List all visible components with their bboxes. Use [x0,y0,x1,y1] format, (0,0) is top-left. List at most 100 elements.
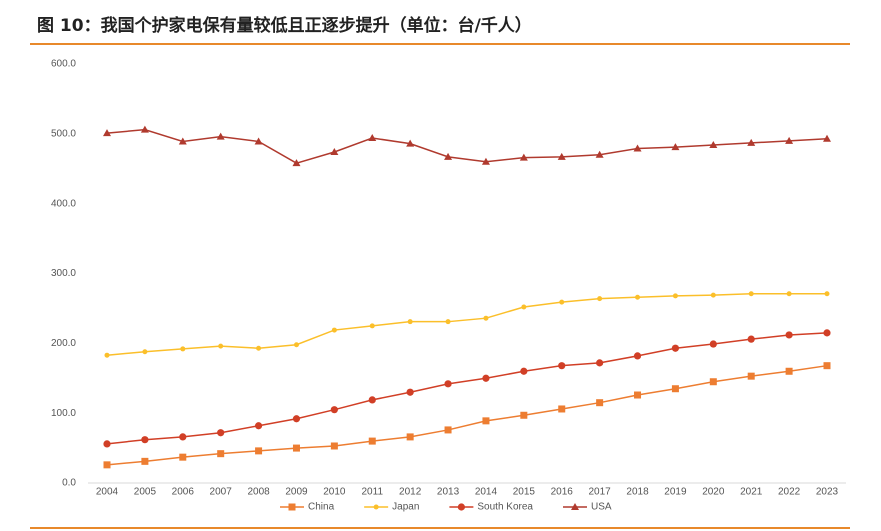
marker [216,132,225,140]
marker [256,345,262,351]
marker [520,411,528,419]
marker [179,453,187,461]
marker [218,343,224,349]
marker [217,429,225,437]
marker [368,437,376,445]
marker [709,141,718,149]
marker [596,399,604,407]
marker [557,152,566,160]
marker [823,362,831,370]
marker [292,159,301,167]
marker [457,503,465,511]
x-tick-label: 2014 [475,487,498,498]
marker [292,415,301,423]
marker [785,136,794,144]
x-tick-label: 2012 [399,487,422,498]
marker [559,299,565,305]
marker [558,362,566,370]
marker [785,331,793,339]
marker [407,319,413,325]
marker [710,292,716,298]
marker [330,406,338,414]
marker [406,388,414,396]
marker [521,304,527,310]
x-tick-label: 2007 [210,487,233,498]
marker [709,340,717,348]
marker [373,504,379,510]
y-tick-label: 0.0 [62,478,76,489]
x-tick-label: 2011 [362,487,384,498]
marker [785,367,793,375]
y-tick-label: 400.0 [51,198,76,209]
legend-label: China [308,502,335,513]
marker [747,335,755,343]
series-line [106,128,828,164]
series-line [106,364,828,466]
x-tick-label: 2008 [247,487,270,498]
marker [709,378,717,386]
marker [103,129,111,137]
marker [635,294,641,300]
marker [331,327,337,333]
x-tick-label: 2018 [626,487,649,498]
marker [292,444,300,452]
x-tick-label: 2006 [172,487,195,498]
y-tick-label: 600.0 [51,59,76,70]
marker [482,374,490,382]
marker [368,396,376,404]
legend-label: Japan [392,502,419,513]
marker [671,143,680,151]
marker [369,323,375,329]
marker [671,385,679,393]
marker [140,125,149,133]
y-tick-label: 300.0 [51,268,76,279]
legend-label: USA [591,502,612,513]
marker [255,447,263,455]
marker [406,433,414,441]
marker [141,436,149,444]
marker [254,422,263,430]
marker [824,291,830,297]
marker [180,346,186,352]
x-tick-label: 2005 [134,487,157,498]
marker [520,367,528,375]
marker [634,391,642,399]
marker [519,153,528,161]
y-tick-label: 200.0 [51,338,76,349]
marker [597,296,603,302]
marker [596,359,604,367]
x-tick-label: 2016 [551,487,574,498]
marker [103,461,111,469]
x-tick-label: 2004 [96,487,119,498]
x-tick-label: 2020 [702,487,725,498]
marker [288,503,296,511]
series-line [106,332,828,445]
x-tick-label: 2015 [513,487,536,498]
marker [330,442,338,450]
marker [142,349,148,355]
marker [633,352,642,360]
x-tick-label: 2023 [816,487,839,498]
marker [595,150,604,158]
marker [254,137,263,145]
marker [104,352,110,358]
marker [823,329,831,337]
marker [786,291,792,297]
x-tick-label: 2010 [323,487,346,498]
marker [633,144,642,152]
marker [482,417,490,425]
marker [483,315,489,321]
y-tick-label: 500.0 [51,128,76,139]
marker [293,342,299,348]
x-tick-label: 2013 [437,487,460,498]
marker [368,134,377,142]
series-line [106,293,827,356]
marker [330,147,339,155]
marker [406,139,415,147]
marker [747,372,755,380]
marker [672,293,678,299]
marker [444,380,452,388]
marker [571,503,579,510]
marker [217,450,225,458]
